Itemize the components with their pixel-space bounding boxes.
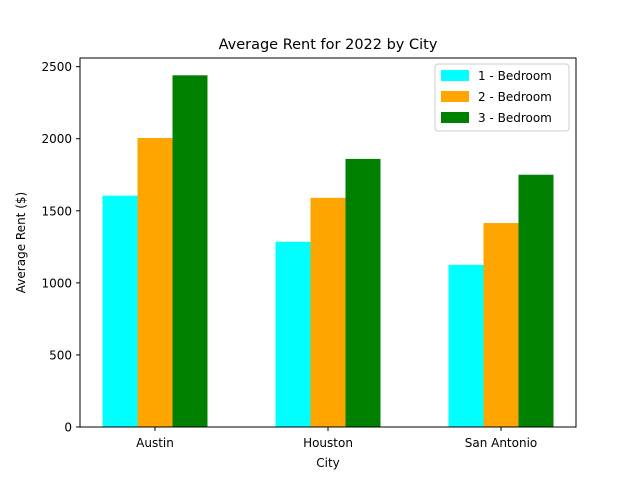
y-tick-label: 0 (64, 421, 72, 435)
legend: 1 - Bedroom 2 - Bedroom 3 - Bedroom (434, 63, 570, 132)
bar-1-2 (448, 264, 484, 427)
y-tick-label: 1000 (41, 276, 72, 290)
legend-label-3: 3 - Bedroom (478, 111, 552, 125)
bar-3-2 (518, 174, 554, 427)
x-tick-label: Houston (303, 436, 353, 450)
y-axis: 0 500 1000 1500 2000 2500 (41, 60, 80, 435)
y-axis-label: Average Rent ($) (14, 192, 28, 293)
legend-label-1: 1 - Bedroom (478, 69, 552, 83)
chart-title: Average Rent for 2022 by City (219, 37, 438, 53)
bar-1-0 (102, 195, 138, 427)
x-tick-label: San Antonio (465, 436, 538, 450)
legend-swatch-3 (441, 112, 469, 123)
bar-3-0 (172, 75, 208, 427)
y-tick-label: 2500 (41, 60, 72, 74)
y-tick-label: 2000 (41, 132, 72, 146)
bar-2-0 (137, 137, 173, 427)
x-axis: Austin Houston San Antonio (136, 427, 537, 450)
legend-swatch-1 (441, 70, 469, 81)
bar-2-1 (310, 197, 346, 427)
bars-group (102, 75, 554, 427)
x-tick-label: Austin (136, 436, 174, 450)
y-tick-label: 1500 (41, 204, 72, 218)
y-tick-label: 500 (49, 348, 72, 362)
bar-2-2 (483, 223, 519, 427)
bar-3-1 (345, 158, 381, 427)
x-axis-label: City (316, 456, 340, 470)
legend-label-2: 2 - Bedroom (478, 90, 552, 104)
bar-1-1 (275, 241, 311, 427)
legend-swatch-2 (441, 91, 469, 102)
